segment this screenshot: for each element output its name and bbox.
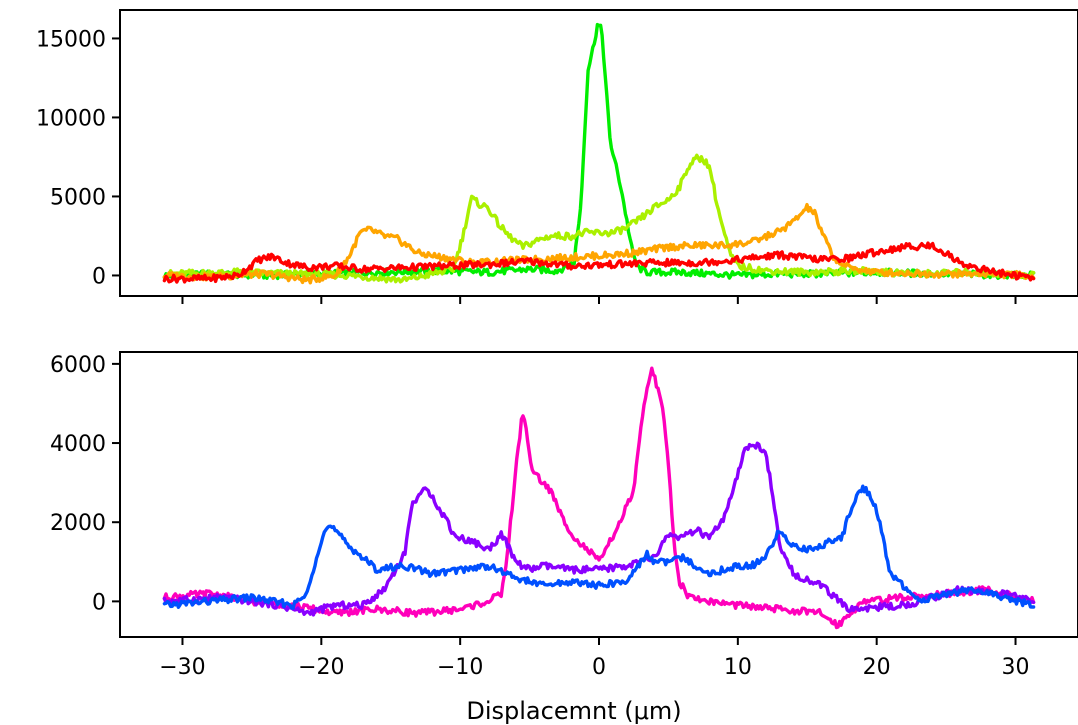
plot-frame [120,10,1078,296]
panel-1: 0 5000 10000 15000 [36,10,1078,304]
x-tick-label: −20 [298,655,344,680]
panel-2: −30 −20 −10 0 10 20 30 0 2000 4000 6000 Displacemnt… [50,352,1078,725]
y-tick-label: 15000 [36,27,106,52]
x-tick-label: 0 [592,655,606,680]
y-tick-label: 6000 [50,353,106,378]
x-tick-label: 10 [724,655,752,680]
x-tick-label: −10 [437,655,483,680]
y-tick-label: 0 [92,264,106,289]
series-line-3 [164,486,1033,608]
y-tick-label: 5000 [50,185,106,210]
x-tick-label: −30 [159,655,205,680]
y-tick-label: 0 [92,590,106,615]
x-axis-label: Displacemnt (μm) [466,697,681,725]
y-tick-label: 4000 [50,432,106,457]
x-tick-label: 20 [863,655,891,680]
y-tick-label: 2000 [50,511,106,536]
y-tick-label: 10000 [36,106,106,131]
series-line-1 [164,25,1033,279]
x-tick-label: 30 [1002,655,1030,680]
